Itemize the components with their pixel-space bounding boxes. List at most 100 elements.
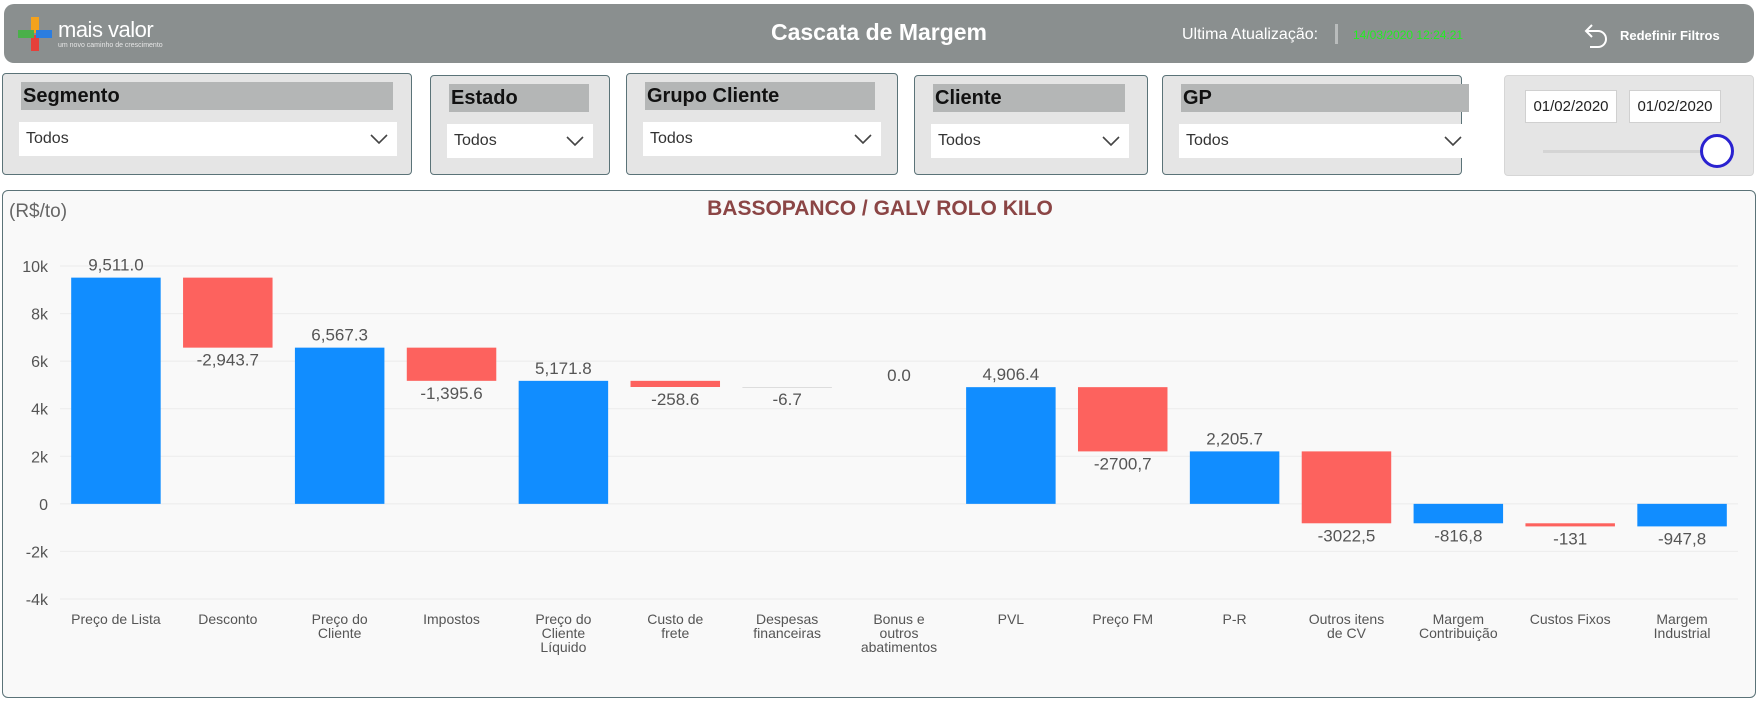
waterfall-bar [71, 277, 161, 504]
waterfall-chart: 10k 8k 6k 4k 2k 0 -2k -4k 9,511.0 Preço de Lista -… [22, 256, 1738, 655]
x-category-label: Bonus e [873, 611, 925, 627]
waterfall-bar [966, 387, 1056, 504]
waterfall-bar [1525, 523, 1615, 527]
slicer-cliente-value: Todos [938, 132, 981, 149]
slicer-gp-dropdown[interactable]: Todos [1179, 124, 1471, 158]
x-category-label: Desconto [198, 611, 257, 627]
date-start-input[interactable]: 01/02/2020 [1525, 90, 1617, 123]
slicer-gp-value: Todos [1186, 132, 1229, 149]
x-category-label: de CV [1327, 625, 1367, 641]
waterfall-chart-panel: (R$/to) BASSOPANCO / GALV ROLO KILO 10k 8… [2, 190, 1756, 698]
x-category-label: Cliente [318, 625, 362, 641]
y-tick-label: 6k [31, 354, 49, 371]
chevron-down-icon [370, 134, 388, 145]
slicer-estado-dropdown[interactable]: Todos [447, 124, 593, 158]
x-category-label: financeiras [753, 625, 821, 641]
slicer-gp-title: GP [1181, 84, 1469, 112]
header-bar: mais valor um novo caminho de cresciment… [4, 4, 1754, 63]
waterfall-bar [1637, 503, 1727, 527]
x-category-label: Margem [1433, 611, 1484, 627]
y-tick-label: -2k [26, 544, 49, 561]
logo-name: mais valor [58, 16, 154, 42]
x-category-label: Líquido [540, 639, 586, 655]
slicer-cliente-dropdown[interactable]: Todos [931, 124, 1129, 158]
slicer-estado-value: Todos [454, 132, 497, 149]
bar-data-label: -2700,7 [1094, 454, 1152, 473]
logo-plus-icon [18, 17, 52, 51]
bar-data-label: -3022,5 [1318, 526, 1376, 545]
bar-data-label: 2,205.7 [1206, 429, 1263, 448]
waterfall-bar [294, 347, 385, 504]
update-divider [1335, 24, 1338, 44]
bar-data-label: -258.6 [651, 390, 699, 409]
x-category-label: Despesas [756, 611, 818, 627]
x-category-label: outros [880, 625, 919, 641]
y-tick-label: -4k [26, 592, 49, 609]
date-slider-handle[interactable] [1700, 134, 1734, 168]
slicer-date-range: 01/02/2020 01/02/2020 [1504, 75, 1754, 176]
x-category-label: Custo de [647, 611, 703, 627]
date-end-input[interactable]: 01/02/2020 [1629, 90, 1721, 123]
bar-data-label: 5,171.8 [535, 359, 592, 378]
x-category-label: Preço do [535, 611, 591, 627]
bar-data-label: -816,8 [1434, 526, 1482, 545]
chevron-down-icon [566, 136, 584, 147]
x-category-label: abatimentos [861, 639, 937, 655]
update-label: Ultima Atualização: [1182, 26, 1319, 43]
page-title: Cascata de Margem [770, 19, 988, 45]
slicer-segmento: Segmento Todos [2, 73, 412, 175]
chart-unit-label: (R$/to) [9, 201, 68, 222]
slicer-estado: Estado Todos [430, 75, 610, 175]
bar-data-label: -947,8 [1658, 529, 1706, 548]
reset-filters-button[interactable]: Redefinir Filtros [1582, 20, 1720, 50]
y-tick-label: 10k [22, 259, 49, 276]
bar-data-label: -131 [1553, 529, 1587, 548]
bar-data-label: 4,906.4 [982, 365, 1039, 384]
y-tick-label: 4k [31, 402, 49, 419]
x-category-label: Contribuição [1419, 625, 1498, 641]
chevron-down-icon [854, 134, 872, 145]
bar-data-label: -1,395.6 [420, 384, 482, 403]
x-category-label: Preço de Lista [71, 611, 161, 627]
slicer-segmento-value: Todos [26, 130, 69, 147]
waterfall-bar [1301, 451, 1392, 524]
slicer-segmento-dropdown[interactable]: Todos [19, 122, 397, 156]
bar-data-label: 6,567.3 [311, 326, 368, 345]
x-category-label: Industrial [1654, 625, 1711, 641]
waterfall-bar [1413, 503, 1504, 524]
x-category-label: Custos Fixos [1530, 611, 1611, 627]
y-tick-label: 8k [31, 307, 49, 324]
slicer-estado-title: Estado [449, 84, 589, 112]
logo-tagline: um novo caminho de crescimento [58, 41, 163, 49]
slicer-gp: GP Todos [1162, 75, 1471, 175]
chevron-down-icon [1444, 136, 1462, 147]
x-category-label: Cliente [542, 625, 586, 641]
x-category-label: PVL [998, 611, 1025, 627]
chart-title: BASSOPANCO / GALV ROLO KILO [707, 197, 1053, 220]
slicer-grupo-cliente-value: Todos [650, 130, 693, 147]
y-tick-label: 0 [39, 497, 48, 514]
chevron-down-icon [1102, 136, 1120, 147]
bar-data-label: -6.7 [772, 390, 801, 409]
x-category-label: Impostos [423, 611, 480, 627]
waterfall-bar [406, 347, 497, 381]
waterfall-bar [630, 380, 721, 387]
waterfall-bar [1077, 387, 1168, 452]
waterfall-bar [1189, 451, 1280, 504]
date-slider-track[interactable] [1543, 150, 1703, 153]
reset-filters-label: Redefinir Filtros [1620, 27, 1720, 43]
slicer-cliente: Cliente Todos [914, 75, 1148, 175]
x-category-label: P-R [1223, 611, 1247, 627]
y-tick-label: 2k [31, 449, 49, 466]
waterfall-bar [742, 386, 832, 388]
x-category-label: frete [661, 625, 689, 641]
update-timestamp: 14/03/2020 12:24:21 [1353, 28, 1464, 42]
slicer-segmento-title: Segmento [21, 82, 393, 110]
bar-data-label: 0.0 [887, 366, 911, 385]
logo: mais valor um novo caminho de cresciment… [16, 16, 163, 52]
x-category-label: Preço FM [1092, 611, 1153, 627]
x-category-label: Preço do [312, 611, 368, 627]
slicer-grupo-cliente-dropdown[interactable]: Todos [643, 122, 881, 156]
waterfall-bar [183, 277, 273, 348]
waterfall-bar [518, 380, 609, 504]
